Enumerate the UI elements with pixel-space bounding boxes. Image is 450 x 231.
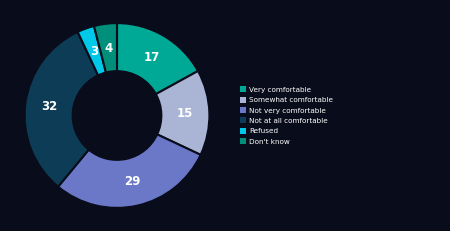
Text: 29: 29 [124,175,140,188]
Text: 17: 17 [144,51,160,64]
Text: 15: 15 [177,107,193,120]
Text: 32: 32 [41,100,58,113]
Wedge shape [117,23,198,94]
Text: 3: 3 [90,45,98,58]
Wedge shape [78,26,106,75]
Wedge shape [58,134,201,208]
Legend: Very comfortable, Somewhat comfortable, Not very comfortable, Not at all comfort: Very comfortable, Somewhat comfortable, … [238,84,335,147]
Wedge shape [25,32,98,187]
Wedge shape [156,71,209,155]
Text: 4: 4 [104,42,112,55]
Wedge shape [94,23,117,73]
